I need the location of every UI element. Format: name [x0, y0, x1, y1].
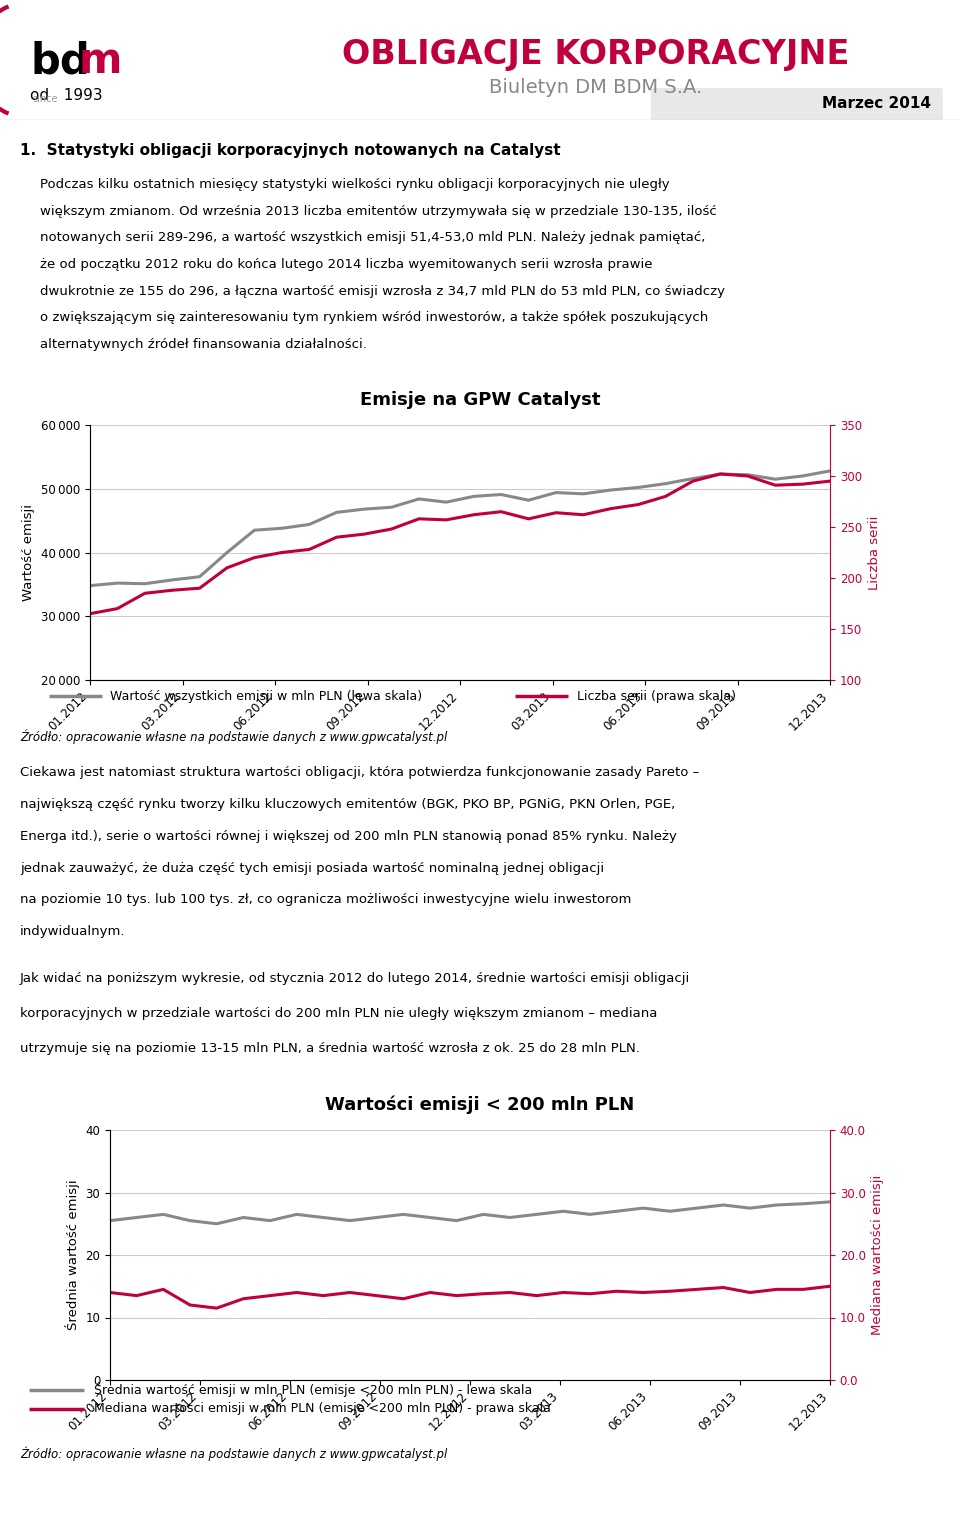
Text: że od początku 2012 roku do końca lutego 2014 liczba wyemitowanych serii wzrosła: że od początku 2012 roku do końca lutego…	[40, 257, 653, 271]
Text: większym zmianom. Od września 2013 liczba emitentów utrzymywała się w przedziale: większym zmianom. Od września 2013 liczb…	[40, 205, 717, 218]
Text: Wartości emisji < 200 mln PLN: Wartości emisji < 200 mln PLN	[325, 1095, 635, 1114]
Text: Energa itd.), serie o wartości równej i większej od 200 mln PLN stanowią ponad 8: Energa itd.), serie o wartości równej i …	[20, 830, 677, 843]
Text: notowanych serii 289-296, a wartość wszystkich emisji 51,4-53,0 mld PLN. Należy : notowanych serii 289-296, a wartość wszy…	[40, 231, 706, 244]
Text: OBLIGACJE KORPORACYJNE: OBLIGACJE KORPORACYJNE	[342, 38, 849, 70]
Text: 1.  Statystyki obligacji korporacyjnych notowanych na Catalyst: 1. Statystyki obligacji korporacyjnych n…	[20, 142, 561, 158]
Text: Źródło: opracowanie własne na podstawie danych z www.gpwcatalyst.pl: Źródło: opracowanie własne na podstawie …	[20, 1446, 447, 1462]
Text: utrzymuje się na poziomie 13-15 mln PLN, a średnia wartość wzrosła z ok. 25 do 2: utrzymuje się na poziomie 13-15 mln PLN,…	[20, 1042, 640, 1054]
Y-axis label: Mediana wartości emisji: Mediana wartości emisji	[872, 1175, 884, 1334]
Text: Emisje na GPW Catalyst: Emisje na GPW Catalyst	[360, 391, 600, 409]
Text: Ciekawa jest natomiast struktura wartości obligacji, która potwierdza funkcjonow: Ciekawa jest natomiast struktura wartośc…	[20, 766, 699, 780]
FancyBboxPatch shape	[651, 87, 943, 119]
Text: na poziomie 10 tys. lub 100 tys. zł, co ogranicza możliwości inwestycyjne wielu : na poziomie 10 tys. lub 100 tys. zł, co …	[20, 893, 632, 907]
Text: alternatywnych źródeł finansowania działalności.: alternatywnych źródeł finansowania dział…	[40, 339, 367, 351]
Text: o zwiększającym się zainteresowaniu tym rynkiem wśród inwestorów, a także spółek: o zwiększającym się zainteresowaniu tym …	[40, 311, 708, 325]
Text: Mediana wartości emisji w mln PLN (emisje <200 mln PLN) - prawa skala: Mediana wartości emisji w mln PLN (emisj…	[94, 1402, 550, 1416]
Text: Średnia wartość emisji w mln PLN (emisje <200 mln PLN) - lewa skala: Średnia wartość emisji w mln PLN (emisje…	[94, 1382, 532, 1397]
Text: indywidualnym.: indywidualnym.	[20, 925, 126, 938]
Y-axis label: Wartość emisji: Wartość emisji	[22, 504, 36, 601]
Text: Marzec 2014: Marzec 2014	[822, 97, 931, 112]
Y-axis label: Liczba serii: Liczba serii	[868, 515, 880, 590]
Text: od   1993: od 1993	[30, 87, 103, 103]
Text: m: m	[78, 40, 121, 83]
Y-axis label: Średnia wartość emisji: Średnia wartość emisji	[65, 1180, 80, 1330]
Text: Podczas kilku ostatnich miesięcy statystyki wielkości rynku obligacji korporacyj: Podczas kilku ostatnich miesięcy statyst…	[40, 178, 670, 192]
Text: Liczba serii (prawa skala): Liczba serii (prawa skala)	[577, 689, 735, 703]
Text: jednak zauważyć, że duża część tych emisji posiada wartość nominalną jednej obli: jednak zauważyć, że duża część tych emis…	[20, 861, 604, 875]
Text: Biuletyn DM BDM S.A.: Biuletyn DM BDM S.A.	[489, 78, 702, 97]
Text: Wartość wszystkich emisji w mln PLN (lewa skala): Wartość wszystkich emisji w mln PLN (lew…	[110, 689, 422, 703]
Text: since: since	[32, 93, 58, 104]
Text: korporacyjnych w przedziale wartości do 200 mln PLN nie uległy większym zmianom : korporacyjnych w przedziale wartości do …	[20, 1007, 658, 1020]
Text: największą część rynku tworzy kilku kluczowych emitentów (BGK, PKO BP, PGNiG, PK: największą część rynku tworzy kilku kluc…	[20, 798, 675, 810]
Text: bd: bd	[30, 40, 89, 83]
Text: Źródło: opracowanie własne na podstawie danych z www.gpwcatalyst.pl: Źródło: opracowanie własne na podstawie …	[20, 729, 447, 745]
Text: Jak widać na poniższym wykresie, od stycznia 2012 do lutego 2014, średnie wartoś: Jak widać na poniższym wykresie, od styc…	[20, 971, 690, 985]
Text: dwukrotnie ze 155 do 296, a łączna wartość emisji wzrosła z 34,7 mld PLN do 53 m: dwukrotnie ze 155 do 296, a łączna warto…	[40, 285, 725, 297]
